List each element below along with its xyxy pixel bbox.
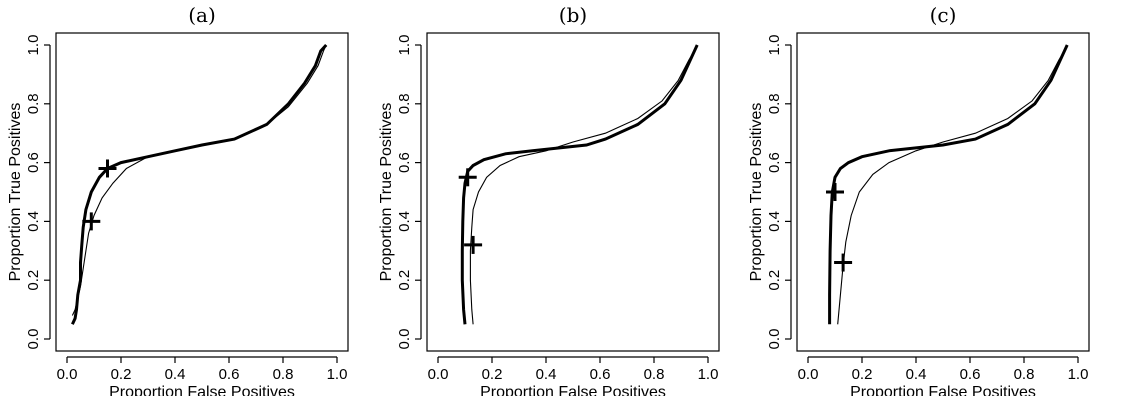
x-tick-label: 0.2 — [852, 366, 873, 383]
x-tick-label: 0.0 — [428, 366, 449, 383]
y-tick-label: 0.6 — [396, 152, 413, 173]
x-tick-label: 0.6 — [960, 366, 981, 383]
y-tick-label: 0.6 — [25, 152, 42, 173]
panel-title: (a) — [188, 3, 216, 27]
y-tick-label: 0.2 — [25, 270, 42, 291]
plot-frame — [55, 32, 349, 352]
panel-title: (b) — [559, 3, 587, 27]
roc-curve-thin — [469, 44, 698, 325]
x-tick-label: 0.4 — [906, 366, 927, 383]
x-tick-label: 1.0 — [1068, 366, 1089, 383]
y-tick-label: 0.2 — [396, 270, 413, 291]
plot-frame — [426, 32, 720, 352]
x-axis-label: Proportion False Positives — [480, 384, 666, 396]
x-tick-label: 0.8 — [644, 366, 665, 383]
x-tick-label: 0.4 — [536, 366, 557, 383]
y-tick-label: 1.0 — [766, 35, 783, 56]
roc-curve-thin — [71, 44, 327, 316]
x-tick-label: 0.8 — [273, 366, 294, 383]
x-tick-label: 0.4 — [165, 366, 186, 383]
y-axis-label: Proportion True Positives — [378, 103, 395, 282]
y-tick-label: 0.0 — [766, 329, 783, 350]
y-tick-label: 0.6 — [766, 152, 783, 173]
y-tick-label: 0.8 — [396, 93, 413, 114]
operating-point-marker — [458, 168, 477, 187]
roc-curve-thick — [71, 43, 328, 325]
x-tick-label: 0.0 — [57, 366, 78, 383]
operating-point-marker — [826, 183, 844, 201]
roc-curve-thick — [460, 44, 699, 325]
roc-curve-thin — [837, 44, 1068, 325]
operating-point-marker — [82, 212, 101, 231]
plot-frame — [796, 32, 1090, 352]
x-tick-label: 0.8 — [1014, 366, 1035, 383]
y-tick-label: 0.4 — [396, 211, 413, 232]
roc-panel-b: (b) 0.0 0.2 0.4 0.6 0.8 1.0 Proportion False Po… — [378, 3, 720, 396]
x-tick-label: 0.2 — [111, 366, 132, 383]
operating-point-marker — [98, 159, 117, 178]
x-tick-label: 0.6 — [219, 366, 240, 383]
x-tick-label: 0.6 — [590, 366, 611, 383]
x-axis-label: Proportion False Positives — [109, 384, 295, 396]
x-tick-label: 1.0 — [698, 366, 719, 383]
operating-point-marker — [464, 235, 483, 254]
roc-panel-a: (a) 0.0 0.2 0.4 0.6 0.8 1.0 Proportion False Po… — [7, 3, 349, 396]
y-tick-label: 1.0 — [396, 35, 413, 56]
x-tick-label: 0.0 — [798, 366, 819, 383]
y-axis-label: Proportion True Positives — [7, 103, 24, 282]
operating-point-marker — [834, 253, 853, 272]
y-tick-label: 0.0 — [396, 329, 413, 350]
y-tick-label: 0.4 — [766, 211, 783, 232]
y-tick-label: 0.8 — [766, 93, 783, 114]
y-tick-label: 0.2 — [766, 270, 783, 291]
y-tick-label: 0.0 — [25, 329, 42, 350]
x-tick-label: 0.2 — [482, 366, 503, 383]
y-tick-label: 1.0 — [25, 35, 42, 56]
roc-curve-thick — [828, 44, 1069, 325]
y-axis-label: Proportion True Positives — [748, 103, 765, 282]
panel-title: (c) — [930, 3, 957, 27]
y-tick-label: 0.4 — [25, 211, 42, 232]
y-tick-label: 0.8 — [25, 93, 42, 114]
roc-panel-c: (c) 0.0 0.2 0.4 0.6 0.8 1.0 Proportion False Po… — [748, 3, 1090, 396]
x-axis-label: Proportion False Positives — [850, 384, 1036, 396]
x-tick-label: 1.0 — [327, 366, 348, 383]
